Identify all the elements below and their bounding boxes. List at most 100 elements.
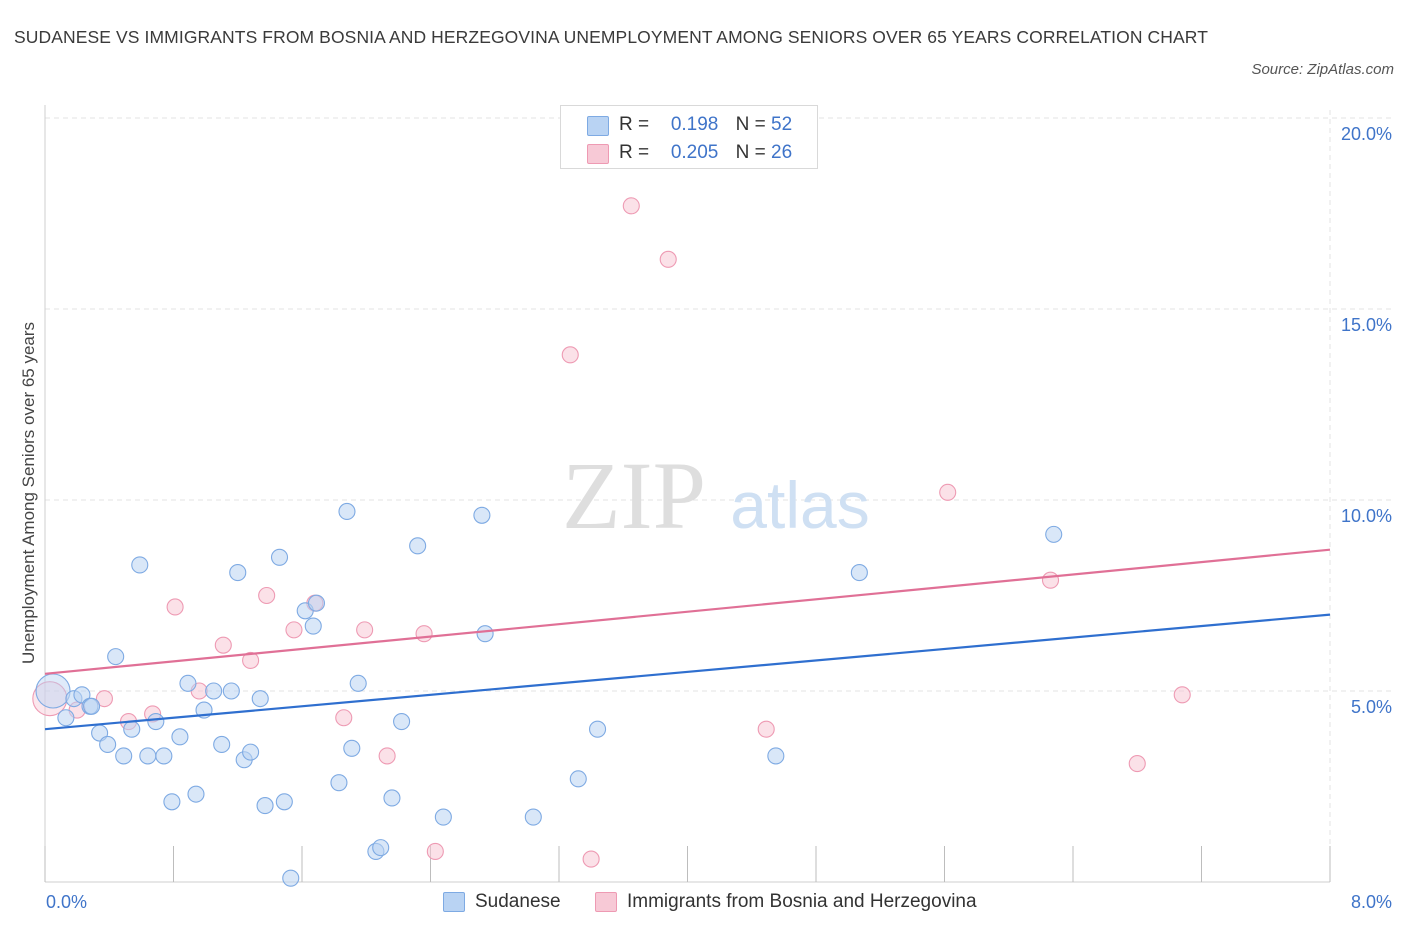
y-tick-label: 20.0% <box>1341 124 1392 144</box>
sudanese-point <box>57 709 75 727</box>
bosnia-point <box>242 651 260 669</box>
sudanese-point <box>338 502 356 521</box>
trend-lines <box>44 548 1331 731</box>
bottom-legend-swatch-blue <box>443 892 465 912</box>
sudanese-point <box>304 617 322 635</box>
bosnia-point <box>285 621 303 639</box>
bottom-legend-label-bosnia: Immigrants from Bosnia and Herzegovina <box>627 891 977 912</box>
sudanese-trend-line <box>44 613 1331 731</box>
sudanese-point <box>588 720 607 738</box>
bosnia-point <box>1128 755 1146 773</box>
sudanese-point <box>409 537 427 555</box>
bosnia-point <box>335 709 353 727</box>
sudanese-point <box>242 743 260 761</box>
bosnia-point <box>939 483 957 501</box>
legend-r-label: R = <box>619 142 655 163</box>
sudanese-point <box>229 564 247 582</box>
sudanese-point <box>1045 525 1063 543</box>
sudanese-point <box>524 808 542 826</box>
bosnia-point <box>757 720 775 738</box>
bosnia-point <box>622 197 640 215</box>
bosnia-point <box>1173 686 1191 704</box>
sudanese-point <box>213 735 231 754</box>
legend-text-blue: R = 0.198 N = 52 <box>619 113 792 137</box>
bottom-legend-swatch-pink <box>595 892 617 912</box>
sudanese-point <box>83 697 101 715</box>
legend-swatch-pink <box>587 144 609 164</box>
bosnia-point <box>258 586 276 605</box>
watermark: ZIP atlas <box>562 442 870 549</box>
correlation-legend: R = 0.198 N = 52 R = 0.205 N = 26 <box>560 105 818 169</box>
y-tick-label: 5.0% <box>1351 697 1392 717</box>
bosnia-point <box>378 747 396 765</box>
sudanese-point <box>205 682 223 700</box>
bosnia-point <box>561 346 579 364</box>
sudanese-point <box>476 625 494 643</box>
legend-n-label: N = <box>735 142 772 163</box>
sudanese-point <box>123 720 141 738</box>
bosnia-point <box>415 625 433 643</box>
sudanese-point <box>343 739 361 757</box>
legend-r-value: 0.198 <box>670 114 719 135</box>
watermark-atlas: atlas <box>730 468 869 542</box>
source-label: Source: ZipAtlas.com <box>1251 61 1394 78</box>
sudanese-point <box>270 548 289 566</box>
sudanese-point <box>139 747 157 765</box>
chart-title: SUDANESE VS IMMIGRANTS FROM BOSNIA AND H… <box>14 27 1208 47</box>
sudanese-point <box>163 793 181 811</box>
sudanese-point <box>222 682 240 700</box>
bosnia-point <box>214 636 232 654</box>
bosnia-point <box>356 621 374 639</box>
legend-n-label: N = <box>735 114 772 135</box>
legend-n-value: 52 <box>771 114 793 135</box>
x-tick-label-min: 0.0% <box>46 892 87 912</box>
sudanese-point <box>131 556 149 574</box>
bosnia-point <box>582 850 600 868</box>
x-tick-label-max: 8.0% <box>1351 892 1392 912</box>
bosnia-point <box>426 842 444 860</box>
sudanese-point <box>187 785 205 803</box>
sudanese-point <box>155 747 173 765</box>
sudanese-point <box>372 839 390 857</box>
y-tick-label: 15.0% <box>1341 315 1392 335</box>
legend-text-pink: R = 0.205 N = 26 <box>619 141 792 165</box>
grid-layer <box>45 110 1392 882</box>
sudanese-point <box>256 797 274 815</box>
bosnia-point <box>166 598 184 616</box>
sudanese-point <box>147 713 165 731</box>
sudanese-point <box>434 808 452 826</box>
bosnia-point <box>1041 571 1060 589</box>
sudanese-point <box>35 673 71 709</box>
bottom-legend-bosnia[interactable]: Immigrants from Bosnia and Herzegovina <box>595 889 1015 915</box>
sudanese-point <box>99 735 117 754</box>
sudanese-point <box>473 506 491 524</box>
tick-labels: 0.0% 8.0% 5.0% 10.0% 15.0% 20.0% <box>46 124 1392 912</box>
legend-r-value: 0.205 <box>670 142 719 163</box>
axis-layer <box>44 105 1331 883</box>
legend-r-label: R = <box>619 114 655 135</box>
sudanese-point <box>282 869 300 887</box>
sudanese-point <box>393 713 411 731</box>
sudanese-point <box>569 770 587 788</box>
watermark-zip: ZIP <box>562 442 706 549</box>
sudanese-point <box>349 674 367 692</box>
bosnia-point <box>659 250 677 268</box>
legend-swatch-blue <box>587 116 609 136</box>
sudanese-point <box>107 648 125 666</box>
sudanese-point <box>171 728 189 746</box>
series-blue-points <box>35 502 1063 887</box>
y-tick-label: 10.0% <box>1341 506 1392 526</box>
bottom-legend-sudanese[interactable]: Sudanese <box>443 889 583 915</box>
sudanese-point <box>330 774 348 792</box>
sudanese-point <box>307 594 326 612</box>
sudanese-point <box>275 793 293 811</box>
sudanese-point <box>179 674 197 692</box>
sudanese-point <box>251 690 269 708</box>
sudanese-point <box>850 564 868 582</box>
legend-n-value: 26 <box>771 142 793 163</box>
bosnia-trend-line <box>44 548 1331 675</box>
sudanese-point <box>767 747 785 765</box>
sudanese-point <box>115 747 133 765</box>
sudanese-point <box>383 789 401 807</box>
